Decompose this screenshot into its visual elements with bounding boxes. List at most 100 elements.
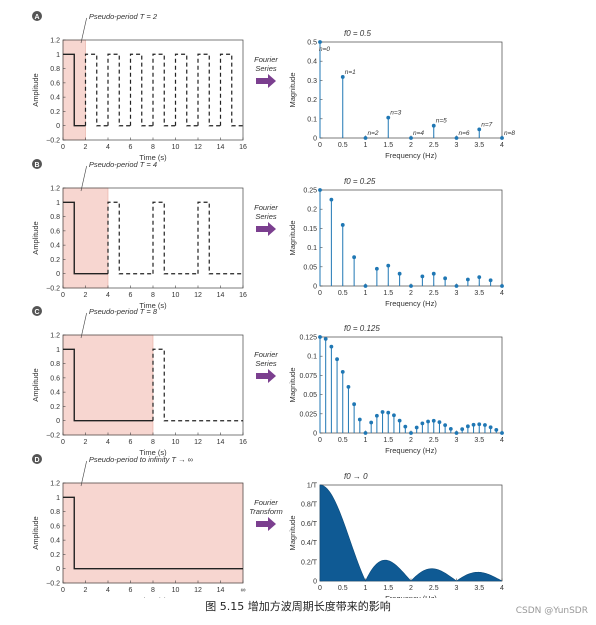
panel-c-freq-ylabel: Magnitude — [288, 367, 297, 402]
panel-d-freq-ytick-label: 1/T — [307, 483, 318, 490]
panel-b-time-signal-dashed — [107, 201, 243, 275]
panel-c-freq-point — [454, 431, 459, 435]
panel-b-freq-point — [318, 188, 322, 192]
panel-a-time-xtick-label: 6 — [129, 144, 133, 151]
panel-d-time-ytick-label: −0.2 — [46, 581, 60, 588]
panel-a-freq-point-label: n=1 — [345, 69, 356, 76]
panel-a-time-xtick-label: 0 — [61, 144, 65, 151]
panel-d-time-ytick-label: 0.2 — [50, 552, 60, 559]
panel-c-time-annotation: Pseudo-period T = 8 — [89, 307, 158, 316]
panel-c-freq-point — [460, 427, 465, 432]
panel-b-freq-title: f0 = 0.25 — [344, 177, 376, 186]
panel-d-time-ytick-label: 1 — [56, 495, 60, 502]
panel-d-time-xtick-label: ∞ — [241, 587, 246, 594]
panel-c-freq-arrow — [256, 369, 276, 383]
panel-b-time-annotation: Pseudo-period T = 4 — [89, 160, 157, 169]
panel-b-time-xtick-label: 0 — [61, 292, 65, 299]
panel-d-time-xtick-label: 4 — [106, 587, 110, 594]
panel-b-freq-point — [500, 284, 504, 288]
panel-c-freq-point — [318, 335, 322, 339]
panel-d-freq-title: f0 → 0 — [344, 472, 368, 481]
panel-a-time-annotation-leader — [80, 17, 87, 44]
panel-c-freq-point — [426, 419, 430, 424]
panel-d-time-xlabel: Time (s) — [139, 596, 167, 598]
panel-a-time-xtick-label: 4 — [106, 144, 110, 151]
panel-c-freq-point — [471, 422, 476, 427]
panel-b-freq-point — [409, 284, 413, 288]
panel-c-time-xtick-label: 10 — [172, 439, 180, 446]
panel-c-freq-ytick-label: 0 — [313, 431, 317, 438]
panel-a-freq-point-label: n=3 — [390, 110, 401, 117]
panel-a-freq-ytick-label: 0 — [313, 136, 317, 143]
panel-c-freq-point — [431, 418, 436, 423]
panel-b-time-xtick-label: 16 — [239, 292, 247, 299]
panel-a-time-badge — [32, 11, 42, 21]
panel-a-freq-arrow-label-1: Fourier — [254, 55, 278, 64]
panel-d-time-ytick-label: 0.8 — [50, 509, 60, 516]
panel-b-freq-xtick-label: 1 — [364, 290, 368, 297]
panel-b-freq-ytick-label: 0.1 — [307, 245, 317, 252]
panel-b-freq-axes-frame — [319, 189, 503, 287]
panel-c-freq-xtick-label: 0.5 — [338, 437, 348, 444]
panel-c-freq-point — [397, 418, 402, 423]
panel-a-freq-xtick-label: 1 — [364, 142, 368, 149]
panel-d-time-xtick-label: 0 — [61, 587, 65, 594]
panel-a-time-ytick-label: 1 — [56, 52, 60, 59]
panel-a-freq-point-label: n=8 — [504, 130, 515, 137]
panel-a-time-ytick-label: 0 — [56, 123, 60, 130]
panel-b-freq-xtick-label: 1.5 — [383, 290, 393, 297]
panel-d-freq-xtick-label: 3.5 — [474, 585, 484, 592]
panel-d-freq-xlabel: Frequency (Hz) — [385, 594, 437, 598]
panel-c-freq-xtick-label: 2 — [409, 437, 413, 444]
panel-d-freq-ytick-label: 0 — [313, 579, 317, 586]
panel-b-time-xtick-label: 8 — [151, 292, 155, 299]
panel-c-freq-point — [477, 422, 482, 427]
panel-d-freq-xtick-label: 2 — [409, 585, 413, 592]
panel-d-time-xtick-label: 6 — [129, 587, 133, 594]
panel-b-freq-point — [352, 255, 357, 260]
panel-a-freq-xtick-label: 1.5 — [383, 142, 393, 149]
panel-a-time-ytick-label: 0.4 — [50, 95, 60, 102]
panel-b-freq-point — [374, 266, 379, 271]
panel-c-freq-point — [380, 410, 385, 414]
panel-c-time-xtick-label: 2 — [84, 439, 88, 446]
panel-b-time-ytick-label: −0.2 — [46, 286, 60, 293]
panel-c-time-xtick-label: 14 — [217, 439, 225, 446]
panel-d-time-badge-letter: D — [34, 457, 39, 464]
panel-a-freq-point-label: n=4 — [413, 130, 424, 137]
panel-b-freq-point — [431, 271, 436, 276]
panel-a-freq-xtick-label: 0 — [318, 142, 322, 149]
panel-b-freq-point — [477, 275, 482, 280]
panel-a-freq-point-label: n=0 — [319, 46, 330, 53]
panel-c-freq-xtick-label: 4 — [500, 437, 504, 444]
panel-a-freq-point — [500, 136, 504, 140]
panel-a-freq-point — [431, 123, 436, 128]
panel-c-freq-title: f0 = 0.125 — [344, 324, 380, 333]
panel-b-time-ytick-label: 0.4 — [50, 243, 60, 250]
panel-c-freq-point — [437, 420, 442, 425]
panel-b-freq-point — [397, 271, 402, 276]
panel-d-time-badge — [32, 454, 42, 464]
panel-c-time-xtick-label: 0 — [61, 439, 65, 446]
panel-a-time-xtick-label: 12 — [194, 144, 202, 151]
panel-c-time-xtick-label: 16 — [239, 439, 247, 446]
panel-a-freq-xtick-label: 4 — [500, 142, 504, 149]
panel-d-freq-ytick-label: 0.4/T — [301, 540, 318, 547]
panel-a-freq-xtick-label: 3.5 — [474, 142, 484, 149]
panel-c-time-xtick-label: 4 — [106, 439, 110, 446]
panel-d-freq-ytick-label: 0.2/T — [301, 559, 318, 566]
panel-c-freq-axes-frame — [319, 336, 503, 434]
panel-c-time-xtick-label: 12 — [194, 439, 202, 446]
panel-b-time-signal-solid — [63, 201, 108, 275]
panel-b-freq-ytick-label: 0 — [313, 284, 317, 291]
panel-a-freq-point — [477, 127, 482, 132]
panel-b-freq-ytick-label: 0.15 — [303, 226, 317, 233]
panel-b-freq-xtick-label: 3.5 — [474, 290, 484, 297]
panel-b-freq-xlabel: Frequency (Hz) — [385, 299, 437, 308]
panel-d-freq-xtick-label: 1.5 — [383, 585, 393, 592]
panel-d-time-ytick-label: 0.6 — [50, 523, 60, 530]
panel-b-time-badge-letter: B — [34, 162, 39, 169]
panel-a-freq-ytick-label: 0.3 — [307, 78, 317, 85]
panel-a-freq-arrow — [256, 74, 276, 88]
panel-a-freq-point-label: n=2 — [368, 130, 379, 137]
